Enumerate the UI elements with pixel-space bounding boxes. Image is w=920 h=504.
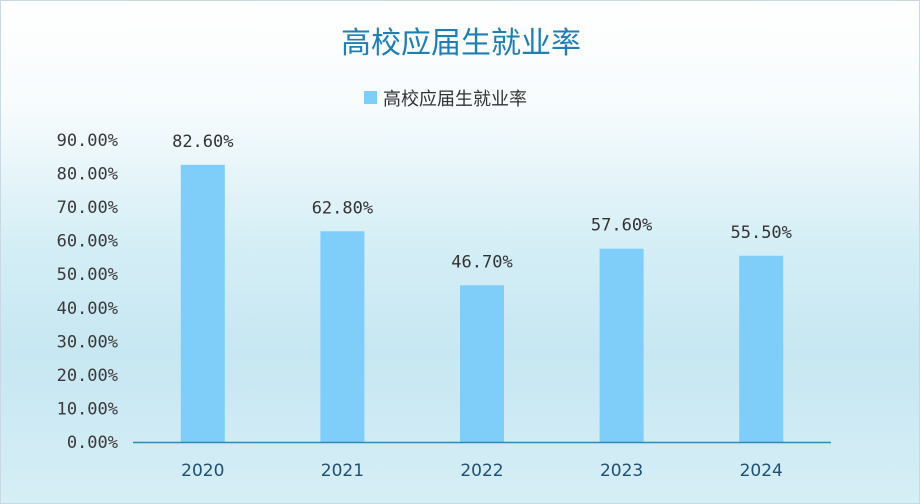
chart-title: 高校应届生就业率 — [341, 26, 581, 61]
legend-swatch — [364, 91, 377, 104]
x-axis-ticks: 2020 2021 2022 2023 2024 — [181, 461, 783, 481]
data-labels: 82.60% 62.80% 46.70% 57.60% 55.50% — [172, 132, 792, 272]
y-tick-label: 20.00% — [57, 366, 118, 386]
data-label: 57.60% — [591, 216, 652, 236]
y-axis-ticks: 0.00% 10.00% 20.00% 30.00% 40.00% 50.00% 60.00… — [57, 131, 118, 453]
data-label: 62.80% — [312, 198, 373, 218]
bar — [739, 255, 784, 442]
legend-label: 高校应届生就业率 — [383, 89, 527, 110]
y-tick-label: 90.00% — [57, 131, 118, 151]
y-tick-label: 0.00% — [67, 433, 118, 453]
x-tick-label: 2020 — [181, 461, 224, 481]
x-tick-label: 2022 — [460, 461, 503, 481]
y-tick-label: 10.00% — [57, 399, 118, 419]
y-tick-label: 80.00% — [57, 165, 118, 185]
x-tick-label: 2023 — [600, 461, 643, 481]
bar — [460, 285, 504, 442]
bar — [599, 248, 644, 442]
x-tick-label: 2024 — [740, 461, 783, 481]
data-label: 55.50% — [730, 223, 791, 243]
y-tick-label: 30.00% — [57, 332, 118, 352]
x-tick-label: 2021 — [321, 461, 364, 481]
y-tick-label: 60.00% — [57, 232, 118, 252]
data-label: 46.70% — [451, 252, 512, 272]
legend: 高校应届生就业率 — [364, 89, 527, 110]
y-tick-label: 50.00% — [57, 265, 118, 285]
bars — [180, 164, 784, 442]
y-tick-label: 40.00% — [57, 299, 118, 319]
data-label: 82.60% — [172, 132, 233, 152]
bar — [180, 164, 225, 442]
bar — [320, 231, 365, 442]
y-tick-label: 70.00% — [57, 198, 118, 218]
